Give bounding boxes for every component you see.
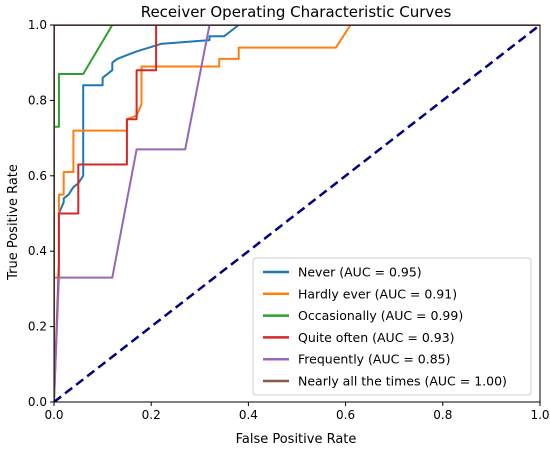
plot-area: 0.0 0.2 0.4 0.6 0.8 1.0 0.0 0.2 0.4 0.6 0.8 1.0 Neve… — [28, 18, 550, 422]
legend-label-0: Never (AUC = 0.95) — [298, 265, 422, 280]
legend-label-3: Quite often (AUC = 0.93) — [298, 330, 455, 345]
x-tick-label: 0.8 — [433, 408, 452, 422]
x-axis-label: False Positive Rate — [236, 432, 357, 447]
series-line-0 — [54, 25, 540, 402]
legend-label-4: Frequently (AUC = 0.85) — [298, 352, 450, 367]
y-tick-label: 0.8 — [28, 93, 47, 107]
y-tick-label: 0.0 — [28, 395, 47, 409]
y-tick-label: 0.4 — [28, 244, 47, 258]
plot-frame — [53, 24, 541, 403]
x-tick-label: 0.2 — [142, 408, 161, 422]
y-tick-label: 0.6 — [28, 169, 47, 183]
legend-box — [252, 257, 532, 396]
series-line-2 — [54, 25, 540, 402]
chart-title: Receiver Operating Characteristic Curves — [141, 3, 452, 21]
y-axis-label: True Positive Rate — [6, 164, 21, 281]
y-tick-label: 0.2 — [28, 320, 47, 334]
series-line-4 — [54, 25, 540, 402]
reference-diagonal-line — [54, 25, 540, 402]
legend: Never (AUC = 0.95) Hardly ever (AUC = 0.9… — [252, 257, 532, 396]
x-tick-label: 0.6 — [336, 408, 355, 422]
series-line-3 — [54, 25, 540, 402]
legend-label-5: Nearly all the times (AUC = 1.00) — [298, 374, 507, 389]
y-tick-label: 1.0 — [28, 18, 47, 32]
legend-label-1: Hardly ever (AUC = 0.91) — [298, 286, 457, 301]
x-tick-label: 1.0 — [530, 408, 549, 422]
x-tick-label: 0.0 — [44, 408, 63, 422]
series-group — [54, 25, 540, 402]
x-tick-label: 0.4 — [239, 408, 258, 422]
legend-label-2: Occasionally (AUC = 0.99) — [298, 308, 463, 323]
